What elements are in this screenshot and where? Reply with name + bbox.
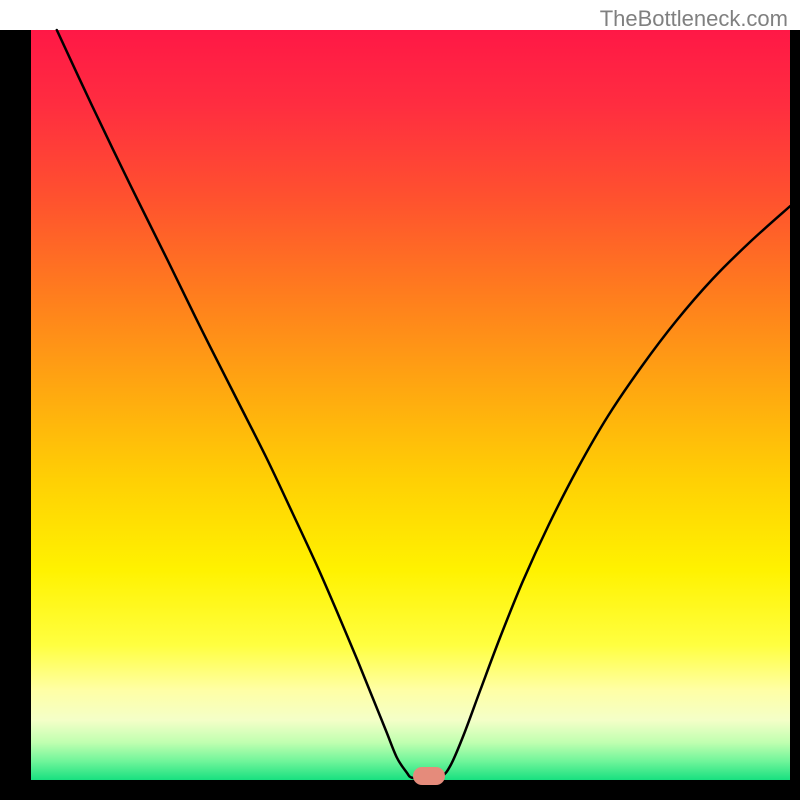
watermark-text: TheBottleneck.com	[600, 6, 788, 32]
border-right	[790, 30, 800, 800]
minimum-marker	[413, 767, 445, 785]
border-left	[0, 30, 31, 800]
chart-frame: TheBottleneck.com	[0, 0, 800, 800]
border-bottom	[0, 780, 800, 800]
plot-area	[31, 30, 790, 780]
